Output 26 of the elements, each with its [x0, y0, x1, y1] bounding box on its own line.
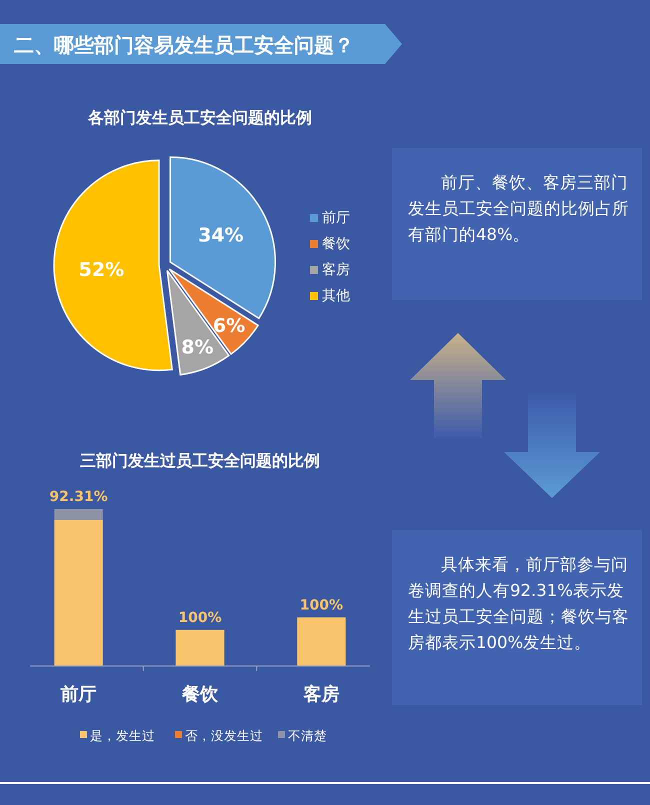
legend-label: 不清楚: [288, 728, 327, 743]
x-tick-label: 餐饮: [181, 684, 219, 705]
chart-title: 三部门发生过员工安全问题的比例: [80, 451, 320, 470]
x-tick-label: 前厅: [60, 684, 97, 705]
chart-title: 各部门发生员工安全问题的比例: [87, 108, 312, 127]
text: 前厅、餐饮、客房三部门发生员工安全问题的比例占所有部门的48%。: [408, 173, 629, 244]
data-label: 52%: [78, 259, 124, 282]
x-tick-label: 客房: [302, 684, 340, 705]
data-label: 8%: [181, 336, 214, 359]
annotation: 100%: [300, 597, 344, 614]
legend-label: 否，没发生过: [185, 728, 263, 743]
legend-label: 客房: [322, 262, 350, 278]
bar: [176, 630, 224, 666]
annotation: 100%: [178, 610, 222, 626]
bar: [54, 509, 103, 520]
legend-label: 其他: [322, 288, 350, 304]
annotation: 92.31%: [49, 489, 108, 505]
legend-label: 餐饮: [322, 236, 350, 252]
legend-label: 是，发生过: [90, 728, 155, 743]
text: 具体来看，前厅部参与问卷调查的人有92.31%表示发生过员工安全问题；餐饮与客房都表示100%发生过。: [408, 555, 629, 652]
bar: [297, 617, 346, 666]
data-label: 6%: [212, 315, 246, 338]
bar: [54, 520, 103, 666]
data-label: 34%: [198, 224, 244, 246]
text: 二、哪些部门容易发生员工安全问题？: [14, 33, 354, 57]
legend-label: 前厅: [322, 210, 350, 226]
